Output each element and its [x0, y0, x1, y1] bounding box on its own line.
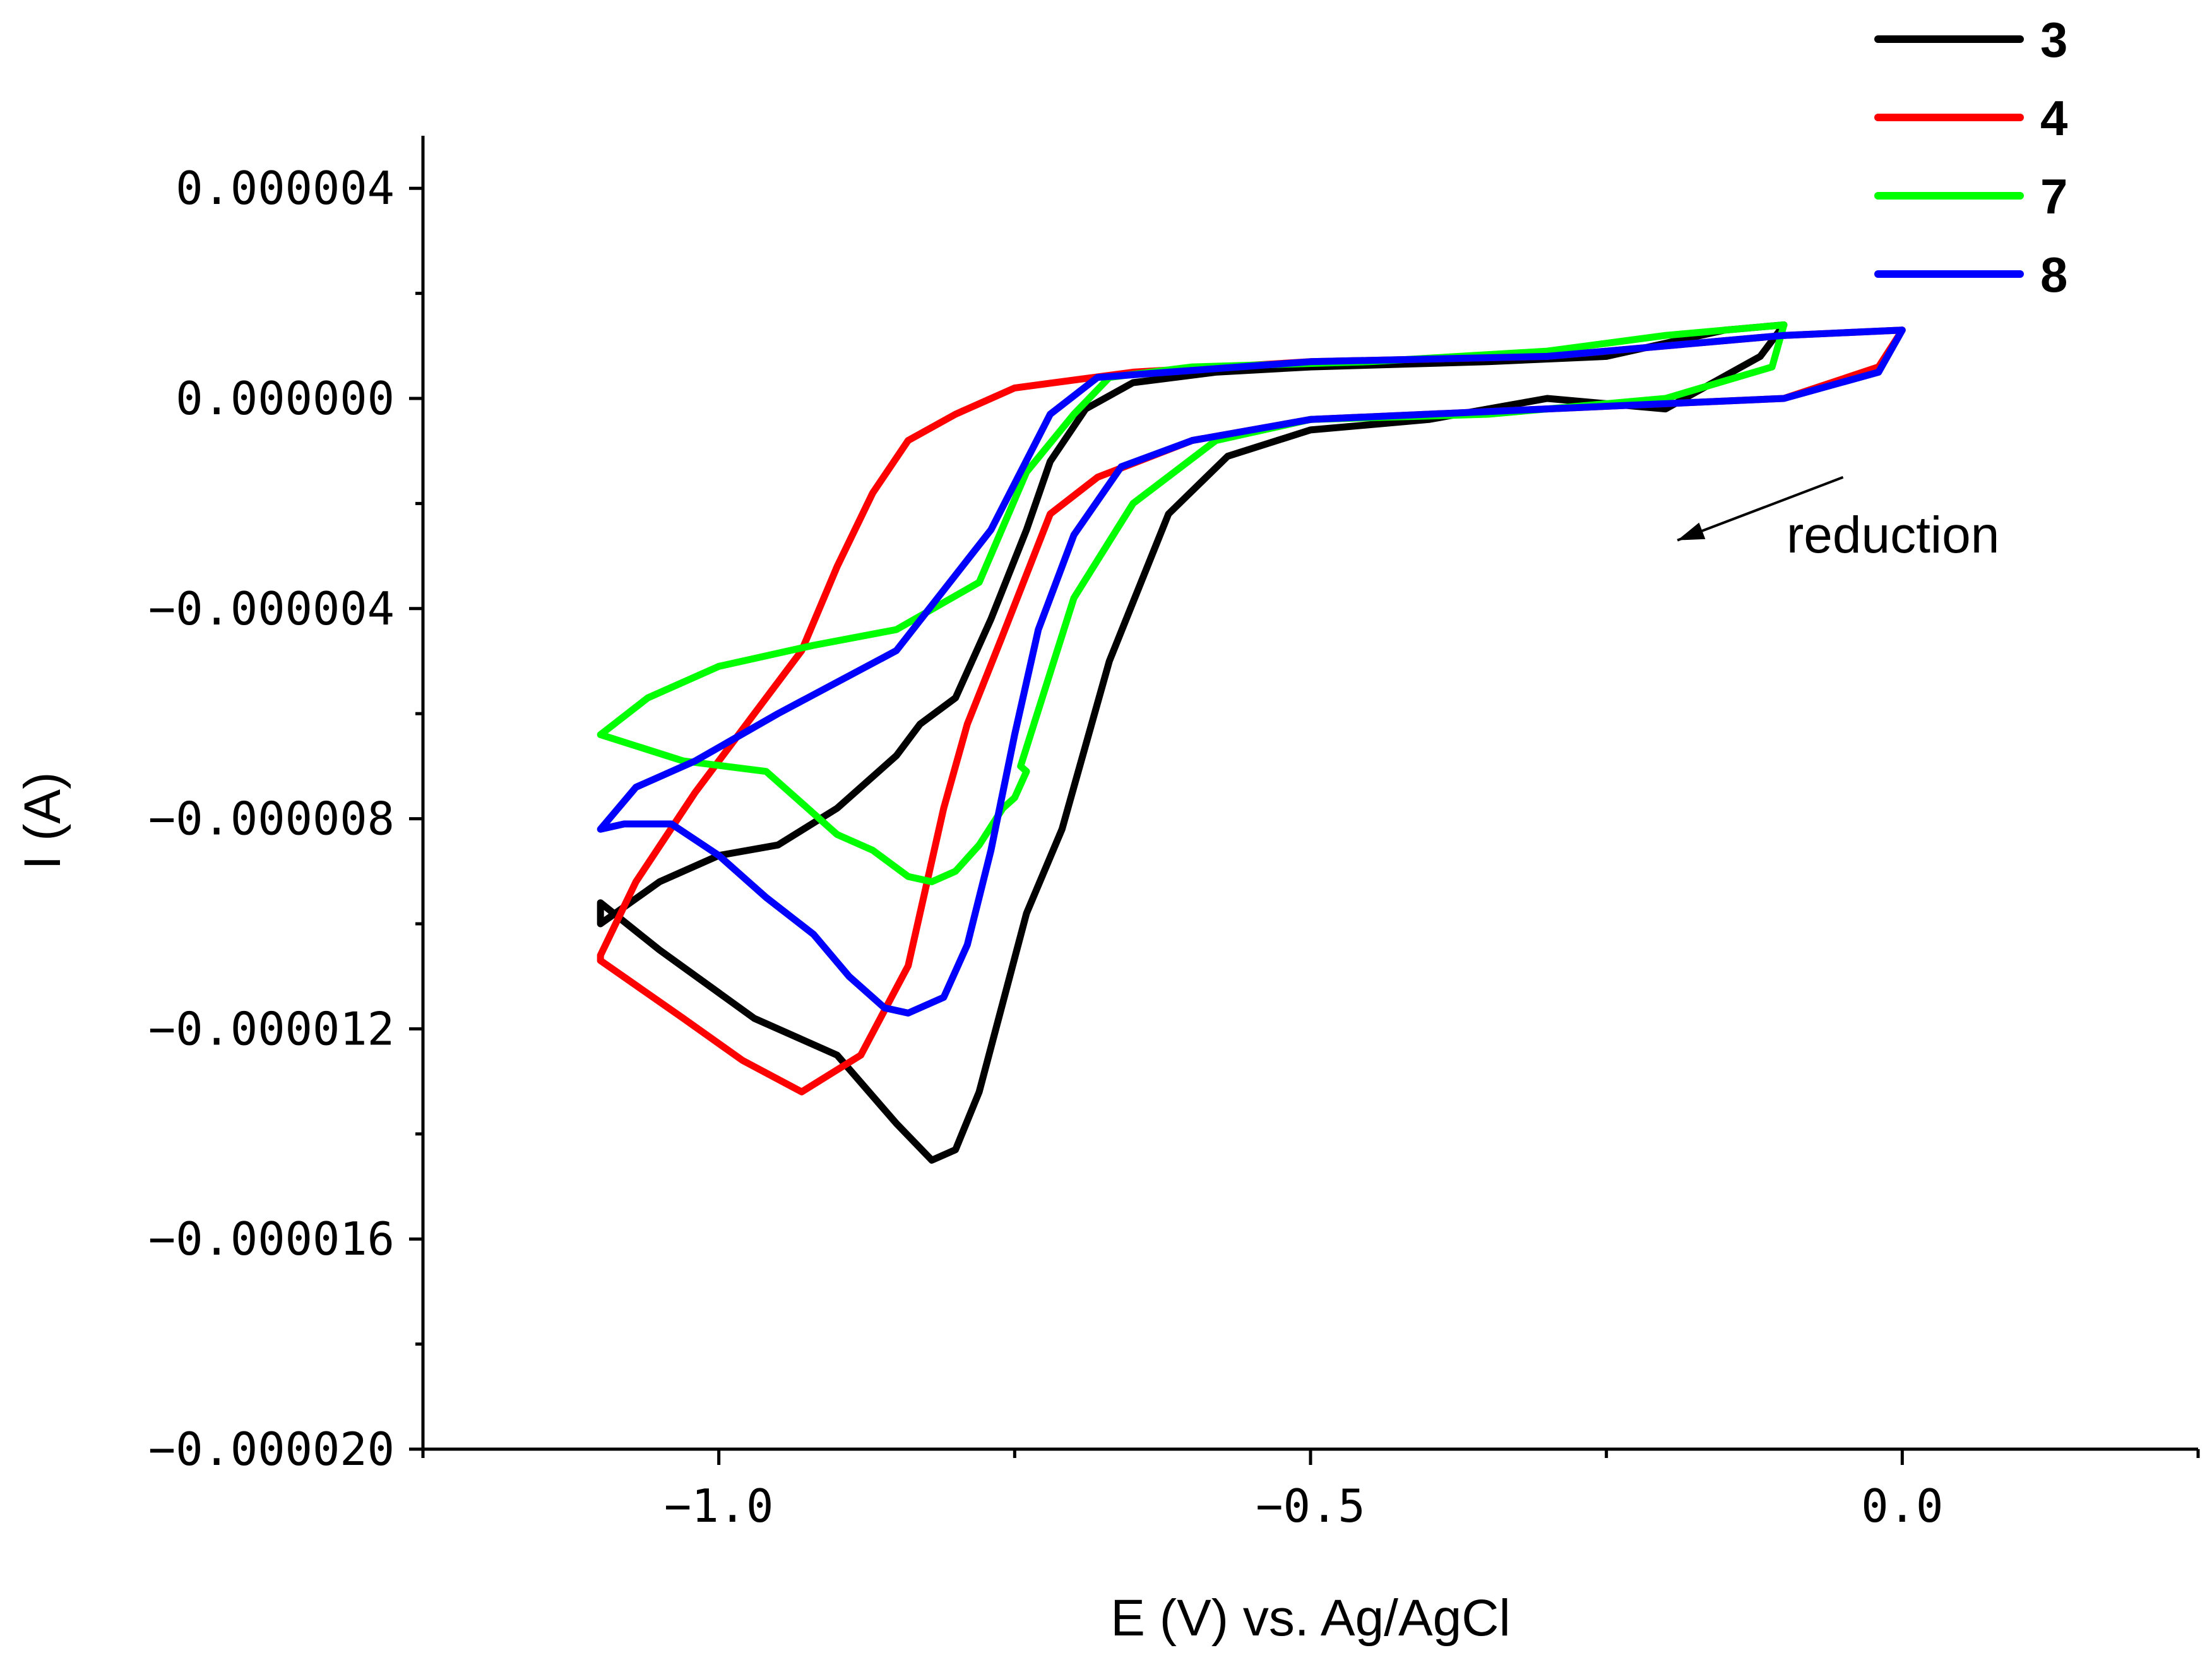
series-group [597, 321, 1906, 1164]
y-tick-label: 0.000004 [175, 162, 395, 215]
reduction-arrow-line [1677, 475, 1844, 542]
y-tick-label: 0.000000 [175, 372, 395, 425]
y-ticks: 0.000004 0.000000 −0.000004 −0.000008 −0.000… [148, 162, 423, 1476]
x-tick-label: 0.0 [1861, 1479, 1943, 1533]
y-tick-label: −0.000016 [148, 1212, 395, 1265]
x-axis-title: E (V) vs. Ag/AgCl [1110, 1589, 1510, 1647]
x-ticks: −1.0 −0.5 0.0 [421, 1449, 2200, 1533]
reduction-label: reduction [1787, 506, 1999, 564]
y-tick-label: −0.000012 [148, 1002, 395, 1055]
legend-label-4: 4 [2040, 90, 2067, 146]
series-line-7 [597, 321, 1788, 885]
legend-label-7: 7 [2040, 169, 2067, 224]
reduction-annotation: reduction [1677, 475, 1999, 564]
y-tick-label: −0.000004 [148, 582, 395, 635]
x-tick-label: −0.5 [1256, 1479, 1365, 1533]
series-line-3 [597, 321, 1788, 1164]
legend-label-3: 3 [2040, 12, 2067, 68]
y-tick-label: −0.000020 [148, 1423, 395, 1476]
series-line-8 [597, 326, 1906, 1017]
reduction-arrow-head [1677, 522, 1706, 541]
y-tick-label: −0.000008 [148, 792, 395, 845]
y-axis-title: I (A) [14, 772, 71, 870]
x-tick-label: −1.0 [664, 1479, 773, 1533]
legend-label-8: 8 [2040, 247, 2067, 302]
legend: 3 4 7 8 [1874, 12, 2067, 302]
